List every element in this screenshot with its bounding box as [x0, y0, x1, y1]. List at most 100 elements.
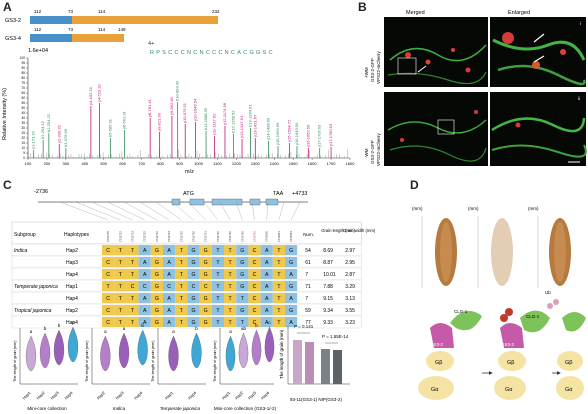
- y-tick-18: 90: [21, 66, 25, 70]
- peaks-group: y1-173.16 b2-204.12 b2-254.22 y2-330.32 b3-3…: [27, 80, 348, 158]
- violin-letter-0-1: b: [44, 326, 47, 331]
- snp-base-3-6: T: [180, 284, 184, 290]
- row2-tag: ii: [578, 96, 580, 101]
- violin-1-2: [137, 329, 148, 366]
- snp-base-1-0: C: [106, 260, 110, 266]
- snp-base-5-9: T: [216, 308, 220, 314]
- snp-base-3-9: T: [216, 284, 220, 290]
- snp-base-4-6: T: [180, 296, 184, 302]
- snp-cell: [236, 257, 249, 267]
- grain-images: (mm) (mm) (mm): [412, 206, 571, 288]
- clg-label-2: CLG-1: [526, 314, 540, 319]
- snp-base-4-1: T: [119, 296, 123, 302]
- gs3-label-1: GS3-2: [430, 342, 444, 347]
- snp-cell: [175, 305, 188, 315]
- snp-cell: [114, 269, 127, 279]
- charge-state: 4+: [148, 41, 154, 47]
- snp-cell: [175, 281, 188, 291]
- peak-label-17: y12-1174.58: [222, 102, 227, 125]
- clg-1: [450, 310, 482, 331]
- snp-base-2-0: C: [106, 272, 110, 278]
- snp-cell: [187, 293, 200, 303]
- snp-base-3-13: A: [265, 284, 269, 290]
- snp-base-0-4: G: [155, 248, 159, 254]
- snp-cell: [211, 317, 224, 327]
- y-tick-12: 60: [21, 96, 25, 100]
- snp-base-3-1: T: [119, 284, 123, 290]
- row-subgroup-3: Temperate japonica: [14, 284, 58, 290]
- construct-2-mark-1: 112: [34, 27, 42, 32]
- snp-id-8: 2731731: [204, 231, 208, 242]
- snp-base-3-10: T: [229, 284, 233, 290]
- violin-cat-1-1: Hap3: [114, 390, 125, 401]
- snp-cell: [163, 293, 176, 303]
- enlarged-image-2: [490, 92, 586, 166]
- snp-id-0: 2731705: [106, 231, 110, 242]
- y-tick-15: 75: [21, 81, 25, 85]
- row-num-1: 61: [305, 260, 311, 266]
- x-tick-0: 100: [25, 161, 32, 166]
- snp-cell: [272, 257, 285, 267]
- violin-cat-2-1: Hap4: [187, 390, 198, 401]
- snp-base-4-14: T: [277, 296, 281, 302]
- violin-0-0: [25, 335, 37, 372]
- peak-label-12: b10-893.42: [175, 80, 180, 101]
- snp-base-6-9: T: [216, 320, 220, 326]
- y-tick-0: 0: [23, 156, 25, 160]
- peak-label-8: y6-661.31: [122, 110, 127, 129]
- snp-cell: [150, 281, 163, 291]
- snp-base-2-13: A: [265, 272, 269, 278]
- snp-cell: [150, 245, 163, 255]
- snp-cell: [199, 257, 212, 267]
- g-beta-label-1: Gβ: [435, 360, 442, 366]
- row-gl-6: 9.33: [323, 320, 333, 326]
- snp-base-0-15: G: [289, 248, 293, 254]
- row-num-2: 7: [305, 272, 308, 278]
- snp-cell: [163, 317, 176, 327]
- snp-base-2-5: A: [167, 272, 171, 278]
- snp-cell: [150, 257, 163, 267]
- snp-base-6-4: G: [155, 320, 159, 326]
- violin-ylabel-1: The length of grain (mm): [85, 340, 89, 382]
- violin-cat-1-0: Hap2: [96, 390, 107, 401]
- violin-cat-0-1: Hap2: [35, 390, 46, 401]
- panel-d-figure: (mm) (mm) (mm) Gα Gβ GS3-2 CLG-1 Gα Gβ G…: [412, 206, 586, 400]
- snp-cell: [150, 293, 163, 303]
- violin-cat-1-2: Hap4: [133, 390, 144, 401]
- snp-base-2-10: T: [229, 272, 233, 278]
- x-axis-label: m/z: [185, 169, 194, 175]
- row-gw-1: 2.95: [345, 260, 355, 266]
- snp-cell: [272, 293, 285, 303]
- snp-cell: [102, 257, 115, 267]
- y-tick-2: 10: [21, 146, 25, 150]
- construct-diagram: GS3-2 112 73 114 232 GS3-4 112 73 114 14…: [5, 9, 220, 42]
- row-gw-6: 3.23: [345, 320, 355, 326]
- snp-base-0-6: T: [180, 248, 184, 254]
- snp-base-4-15: A: [289, 296, 293, 302]
- snp-cell: [272, 269, 285, 279]
- violin-0-3: [67, 326, 79, 363]
- peak-label-27: y17-1709.63: [317, 124, 322, 147]
- row2-label-gfp: GS3-2-GFP: [370, 140, 375, 164]
- row2-treatment: -WM: [364, 148, 369, 158]
- x-tick-8: 900: [176, 161, 183, 166]
- peak-label-4: b3-378.66: [63, 128, 68, 147]
- y-tick-3: 15: [21, 141, 25, 145]
- bar-4: [333, 350, 342, 384]
- violin-2-0: [168, 335, 179, 372]
- y-tick-20: 100: [20, 56, 26, 60]
- snp-cell: [114, 305, 127, 315]
- row-gl-4: 9.15: [323, 296, 333, 302]
- ub-1: [500, 314, 508, 322]
- snp-base-4-2: T: [131, 296, 135, 302]
- y-tick-13: 65: [21, 91, 25, 95]
- peak-label-7: b5-585.91: [107, 118, 112, 137]
- x-tick-6: 700: [138, 161, 145, 166]
- x-tick-13: 1400: [270, 161, 280, 166]
- snp-cell: [211, 293, 224, 303]
- snp-id-15: 2731843: [289, 231, 293, 242]
- x-tick-14: 1500: [289, 161, 299, 166]
- unit-3: (mm): [528, 206, 539, 211]
- snp-cell: [150, 269, 163, 279]
- snp-id-12: 2731792: [253, 231, 257, 242]
